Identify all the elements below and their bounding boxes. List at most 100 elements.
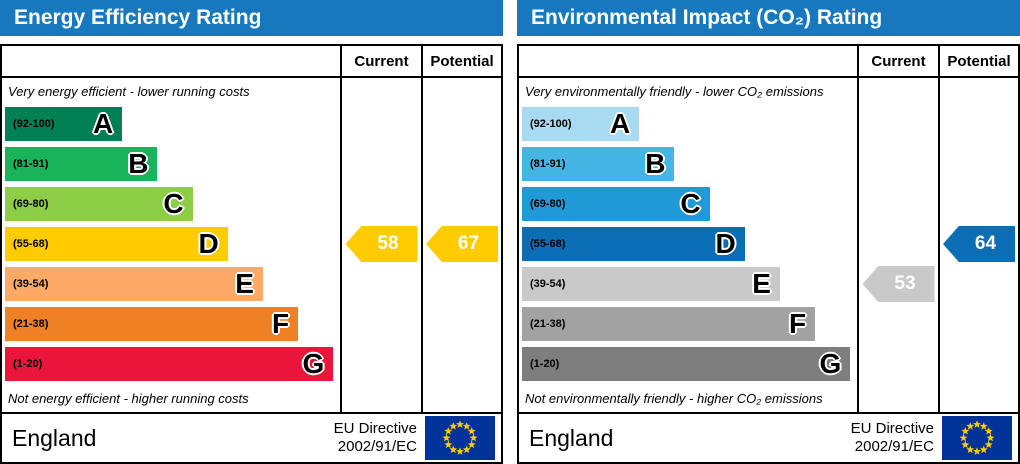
band-bar-c: (69-80) C (522, 187, 710, 221)
band-cell-b: (81-91) B (519, 144, 857, 184)
current-column-header: Current (857, 46, 938, 76)
potential-column-cell (938, 264, 1018, 304)
band-row-a: (92-100) A (2, 104, 501, 144)
current-column-cell (857, 304, 938, 344)
environmental-impact-panel: Environmental Impact (CO₂) Rating Curren… (517, 0, 1020, 464)
band-bar-g: (1-20) G (5, 347, 334, 381)
eu-directive-line2: 2002/91/EC (337, 438, 417, 455)
band-cell-f: (21-38) F (2, 304, 340, 344)
band-range-g: (1-20) (13, 358, 43, 370)
band-range-a: (92-100) (530, 118, 572, 130)
potential-column-cell (938, 104, 1018, 144)
band-bar-e: (39-54) E (5, 267, 263, 301)
band-range-b: (81-91) (13, 158, 49, 170)
potential-column-cell (421, 144, 501, 184)
current-column-cell (340, 104, 421, 144)
header-spacer-cell (2, 46, 340, 76)
band-cell-c: (69-80) C (2, 184, 340, 224)
band-bar-f: (21-38) F (522, 307, 816, 341)
potential-column-cell (938, 384, 1018, 412)
potential-column-cell (421, 384, 501, 412)
current-column-cell: 53 (857, 264, 938, 304)
potential-column-cell (938, 344, 1018, 384)
potential-column-cell (938, 304, 1018, 344)
band-cell-e: (39-54) E (2, 264, 340, 304)
band-letter-a: A (93, 108, 114, 139)
current-column-cell (340, 184, 421, 224)
band-row-f: (21-38) F (519, 304, 1018, 344)
potential-rating-arrow: 67 (426, 226, 498, 262)
band-bar-b: (81-91) B (522, 147, 675, 181)
band-row-g: (1-20) G (2, 344, 501, 384)
band-range-d: (55-68) (530, 238, 566, 250)
potential-column-cell: 67 (421, 224, 501, 264)
band-letter-e: E (752, 268, 771, 299)
current-column-cell (857, 104, 938, 144)
band-bar-d: (55-68) D (522, 227, 745, 261)
band-cell-g: (1-20) G (519, 344, 857, 384)
band-row-b: (81-91) B (519, 144, 1018, 184)
band-row-f: (21-38) F (2, 304, 501, 344)
band-letter-c: C (680, 188, 701, 219)
current-column-cell (340, 78, 421, 104)
band-bar-f: (21-38) F (5, 307, 299, 341)
region-label: England (529, 424, 614, 451)
potential-column-cell (421, 104, 501, 144)
environmental-rating-chart: Current Potential Very environmentally f… (517, 44, 1020, 464)
energy-rating-chart: Current Potential Very energy efficient … (0, 44, 503, 464)
band-range-c: (69-80) (13, 198, 49, 210)
bottom-caption-row: Not environmentally friendly - higher CO… (519, 384, 1018, 412)
band-row-d: (55-68) D 64 (519, 224, 1018, 264)
top-caption-row: Very environmentally friendly - lower CO… (519, 78, 1018, 104)
band-letter-d: D (715, 228, 736, 259)
band-row-e: (39-54) E (2, 264, 501, 304)
band-bar-c: (69-80) C (5, 187, 193, 221)
band-cell-d: (55-68) D (2, 224, 340, 264)
current-column-cell (340, 304, 421, 344)
band-range-d: (55-68) (13, 238, 49, 250)
current-column-cell (340, 344, 421, 384)
potential-column-cell (421, 184, 501, 224)
band-row-a: (92-100) A (519, 104, 1018, 144)
band-row-c: (69-80) C (519, 184, 1018, 224)
environmental-panel-title-bar: Environmental Impact (CO₂) Rating (517, 0, 1020, 36)
energy-panel-title: Energy Efficiency Rating (14, 6, 262, 29)
potential-rating-value: 64 (974, 233, 997, 254)
potential-column-cell (421, 264, 501, 304)
band-bar-g: (1-20) G (522, 347, 851, 381)
band-letter-b: B (128, 148, 149, 179)
band-row-e: (39-54) E 53 (519, 264, 1018, 304)
band-letter-d: D (198, 228, 219, 259)
band-row-g: (1-20) G (519, 344, 1018, 384)
current-column-cell (857, 184, 938, 224)
potential-column-header: Potential (421, 46, 501, 76)
eu-directive-label: EU Directive 2002/91/EC (334, 420, 425, 456)
bottom-caption-row: Not energy efficient - higher running co… (2, 384, 501, 412)
band-cell-a: (92-100) A (2, 104, 340, 144)
band-cell-c: (69-80) C (519, 184, 857, 224)
chart-footer: England EU Directive 2002/91/EC (2, 412, 501, 462)
band-bar-e: (39-54) E (522, 267, 780, 301)
band-cell-e: (39-54) E (519, 264, 857, 304)
potential-column-cell: 64 (938, 224, 1018, 264)
environmental-panel-title: Environmental Impact (CO₂) Rating (531, 6, 883, 29)
eu-flag-icon (942, 416, 1012, 460)
current-rating-value: 53 (894, 273, 916, 294)
region-label: England (12, 424, 97, 451)
current-column-cell (857, 224, 938, 264)
potential-column-cell (421, 78, 501, 104)
current-column-cell (857, 144, 938, 184)
band-range-a: (92-100) (13, 118, 55, 130)
top-caption: Very environmentally friendly - lower CO… (525, 83, 824, 99)
band-bar-b: (81-91) B (5, 147, 158, 181)
top-caption-row: Very energy efficient - lower running co… (2, 78, 501, 104)
potential-column-cell (938, 184, 1018, 224)
band-range-f: (21-38) (13, 318, 49, 330)
potential-column-cell (938, 144, 1018, 184)
bottom-caption: Not energy efficient - higher running co… (8, 390, 249, 406)
current-column-cell (340, 264, 421, 304)
band-cell-g: (1-20) G (2, 344, 340, 384)
band-bar-a: (92-100) A (5, 107, 123, 141)
eu-directive-label: EU Directive 2002/91/EC (851, 420, 942, 456)
